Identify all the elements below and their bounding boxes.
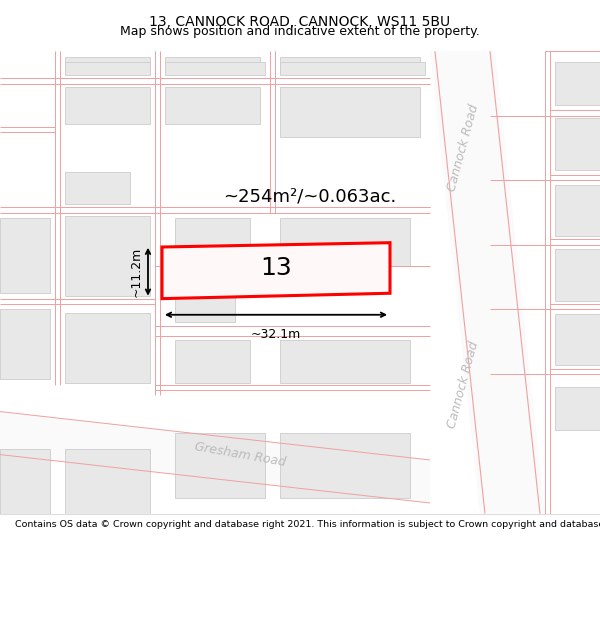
Bar (0, 309, 50, 379)
Bar (65, 449, 150, 514)
Text: Gresham Road: Gresham Road (193, 440, 287, 469)
Bar (280, 339, 410, 382)
Bar (280, 218, 410, 266)
Text: Cannock Road: Cannock Road (445, 103, 481, 193)
Bar (165, 62, 265, 75)
Text: Cannock Road: Cannock Road (445, 340, 481, 429)
Text: 13: 13 (260, 256, 292, 280)
Bar (175, 274, 235, 322)
Bar (65, 57, 150, 72)
Text: Map shows position and indicative extent of the property.: Map shows position and indicative extent… (120, 26, 480, 39)
Bar (175, 433, 265, 498)
Bar (65, 312, 150, 382)
Bar (555, 249, 600, 301)
Bar (165, 87, 260, 124)
Bar (555, 118, 600, 169)
Text: Contains OS data © Crown copyright and database right 2021. This information is : Contains OS data © Crown copyright and d… (15, 521, 600, 529)
Bar (0, 449, 50, 514)
Text: ~254m²/~0.063ac.: ~254m²/~0.063ac. (223, 188, 397, 206)
Polygon shape (0, 412, 430, 503)
Text: ~11.2m: ~11.2m (130, 247, 143, 297)
Bar (280, 57, 420, 72)
Bar (65, 87, 150, 124)
Bar (0, 218, 50, 293)
Bar (555, 387, 600, 430)
Polygon shape (430, 51, 545, 514)
Polygon shape (162, 242, 390, 299)
Text: 13, CANNOCK ROAD, CANNOCK, WS11 5BU: 13, CANNOCK ROAD, CANNOCK, WS11 5BU (149, 16, 451, 29)
Bar (280, 62, 425, 75)
Bar (175, 218, 250, 266)
Bar (555, 314, 600, 366)
Bar (175, 339, 250, 382)
Bar (280, 87, 420, 138)
Bar (65, 216, 150, 296)
Bar (555, 184, 600, 236)
Bar (165, 57, 260, 72)
Bar (65, 62, 150, 75)
Bar (65, 172, 130, 204)
Text: ~32.1m: ~32.1m (251, 328, 301, 341)
Bar (280, 433, 410, 498)
Bar (555, 62, 600, 105)
